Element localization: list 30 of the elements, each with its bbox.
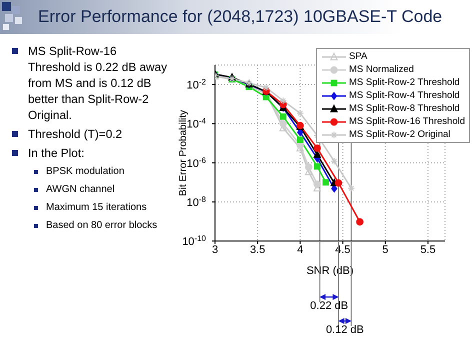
legend-label: MS Split-Row-2 Threshold xyxy=(349,76,460,89)
text: 0.12 dB xyxy=(324,324,365,336)
text: In the Plot: xyxy=(28,145,84,161)
y-tick-label: 10$^{-8}$ xyxy=(186,194,207,209)
text: Based on 80 error blocks xyxy=(46,219,158,233)
text: MS Split-Row-16 Threshold is 0.22 dB away from MS and is 0.12 dB better than Split-Row-2 Original. xyxy=(28,43,168,123)
legend-label: MS Split-Row-8 Threshold xyxy=(349,102,460,115)
y-axis-title: Bit Error Probability xyxy=(178,110,189,196)
legend-label: MS Split-Row-16 Threshold xyxy=(349,115,465,128)
legend-label: MS Normalized xyxy=(349,63,414,76)
x-tick-label: 3.5 xyxy=(250,244,266,256)
x-tick-label: 3 xyxy=(212,244,218,256)
text: Maximum 15 iterations xyxy=(46,201,147,215)
x-tick-label: 4 xyxy=(297,244,304,256)
legend-label: MS Split-Row-4 Threshold xyxy=(349,89,460,102)
x-tick-label: 5.5 xyxy=(420,244,436,256)
text: BPSK modulation xyxy=(46,165,124,179)
text: Threshold (T)=0.2 xyxy=(28,126,122,142)
text: 0.22 dB xyxy=(309,300,350,312)
legend-label: SPA xyxy=(349,50,368,63)
y-tick-label: 10$^{-6}$ xyxy=(186,155,207,170)
chart-title: Error Performance for (2048,1723) 10GBASE-T Code xyxy=(38,7,442,27)
x-tick-label: 5 xyxy=(382,244,388,256)
text: AWGN channel xyxy=(46,183,115,197)
x-tick-label: 4.5 xyxy=(335,244,350,256)
legend-label: MS Split-Row-2 Original xyxy=(349,128,450,141)
x-axis-title: SNR (dB) xyxy=(306,265,354,277)
y-tick-label: 10$^{-10}$ xyxy=(182,234,207,248)
y-tick-label: 10$^{-2}$ xyxy=(186,77,207,92)
y-tick-label: 10$^{-4}$ xyxy=(186,116,207,131)
